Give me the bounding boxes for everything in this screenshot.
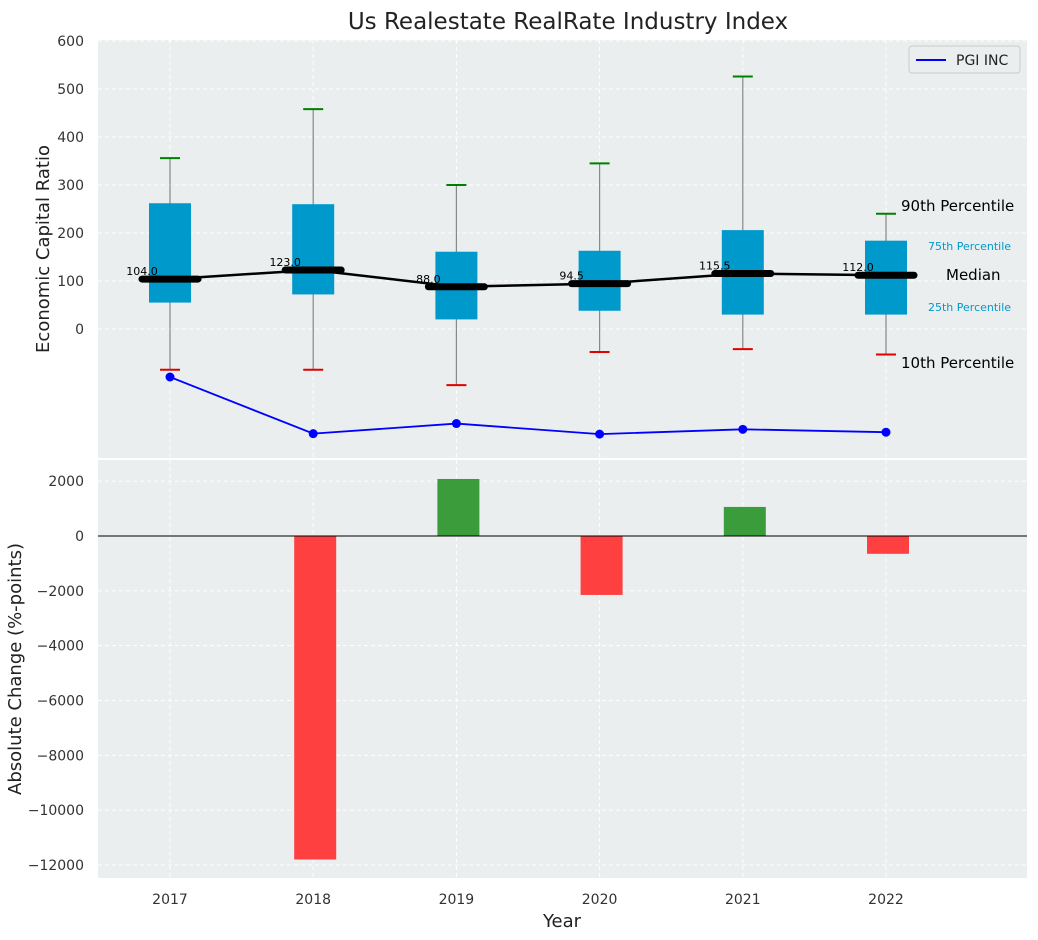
x-tick-label: 2020	[582, 892, 618, 908]
iqr-box	[292, 204, 335, 295]
top-gridlines	[98, 40, 1027, 458]
percentile-label-90: 90th Percentile	[901, 197, 1014, 215]
median-value-label: 88.0	[416, 273, 441, 286]
iqr-box	[149, 203, 191, 303]
bottom-y-tick-label: −10000	[28, 803, 84, 819]
company-point	[881, 427, 891, 437]
x-ticks: 2017 2018 2019 2020 2021 2022	[152, 892, 904, 908]
median-value-label: 94.5	[559, 270, 584, 283]
change-bar	[867, 536, 909, 554]
bottom-y-tick-label: −4000	[37, 639, 84, 655]
change-bar	[723, 506, 766, 536]
percentile-label-median: Median	[946, 266, 1001, 284]
company-series-group	[165, 372, 891, 439]
bottom-y-tick-label: −8000	[37, 748, 84, 764]
x-tick-label: 2018	[295, 892, 331, 908]
company-point	[595, 429, 605, 439]
median-line-group	[138, 266, 918, 291]
company-line	[169, 376, 887, 436]
change-bar	[437, 478, 480, 536]
bottom-panel: 2000 0 −2000 −4000 −6000 −8000 −10000 −12000 20…	[5, 460, 1027, 932]
x-tick-label: 2022	[868, 892, 904, 908]
bottom-y-ticks: 2000 0 −2000 −4000 −6000 −8000 −10000 −12000	[28, 474, 84, 874]
bottom-y-tick-label: 0	[75, 529, 84, 545]
top-y-tick-label: 0	[75, 322, 84, 338]
top-y-tick-label: 400	[57, 130, 84, 146]
x-tick-label: 2019	[439, 892, 475, 908]
legend: PGI INC	[908, 45, 1021, 74]
top-y-tick-label: 100	[57, 274, 84, 290]
box-plots	[149, 75, 907, 387]
top-panel: 0 100 200 300 400 500 600 104.0 123.0 88.0 94.5 11…	[33, 34, 1027, 458]
bottom-y-tick-label: 2000	[48, 474, 84, 490]
median-value-label: 112.0	[842, 261, 874, 274]
percentile-label-10: 10th Percentile	[901, 354, 1014, 372]
percentile-label-75: 75th Percentile	[928, 240, 1011, 253]
company-point	[308, 429, 318, 439]
median-value-label: 115.5	[699, 260, 731, 273]
x-tick-label: 2017	[152, 892, 188, 908]
x-tick-label: 2021	[725, 892, 761, 908]
legend-box	[908, 45, 1021, 74]
company-point	[165, 372, 175, 382]
change-bar	[580, 536, 623, 595]
median-value-labels: 104.0 123.0 88.0 94.5 115.5 112.0	[126, 256, 874, 286]
top-y-tick-label: 200	[57, 226, 84, 242]
x-axis-label: Year	[542, 911, 582, 932]
median-value-label: 104.0	[126, 265, 158, 278]
bottom-y-tick-label: −12000	[28, 858, 84, 874]
company-point	[451, 419, 461, 429]
top-y-axis-label: Economic Capital Ratio	[33, 145, 54, 353]
top-y-ticks: 0 100 200 300 400 500 600	[57, 34, 84, 338]
change-bar	[294, 536, 337, 860]
chart-title: Us Realestate RealRate Industry Index	[348, 9, 788, 35]
percentile-label-25: 25th Percentile	[928, 301, 1011, 314]
bottom-y-tick-label: −2000	[37, 584, 84, 600]
top-y-tick-label: 300	[57, 178, 84, 194]
legend-label: PGI INC	[956, 53, 1008, 69]
bottom-y-axis-label: Absolute Change (%-points)	[5, 543, 26, 795]
company-point	[738, 424, 748, 434]
median-value-label: 123.0	[269, 256, 301, 269]
bottom-y-tick-label: −6000	[37, 694, 84, 710]
bottom-plot-area	[98, 460, 1027, 878]
top-y-tick-label: 500	[57, 82, 84, 98]
top-y-tick-label: 600	[57, 34, 84, 50]
change-bars	[294, 478, 909, 860]
